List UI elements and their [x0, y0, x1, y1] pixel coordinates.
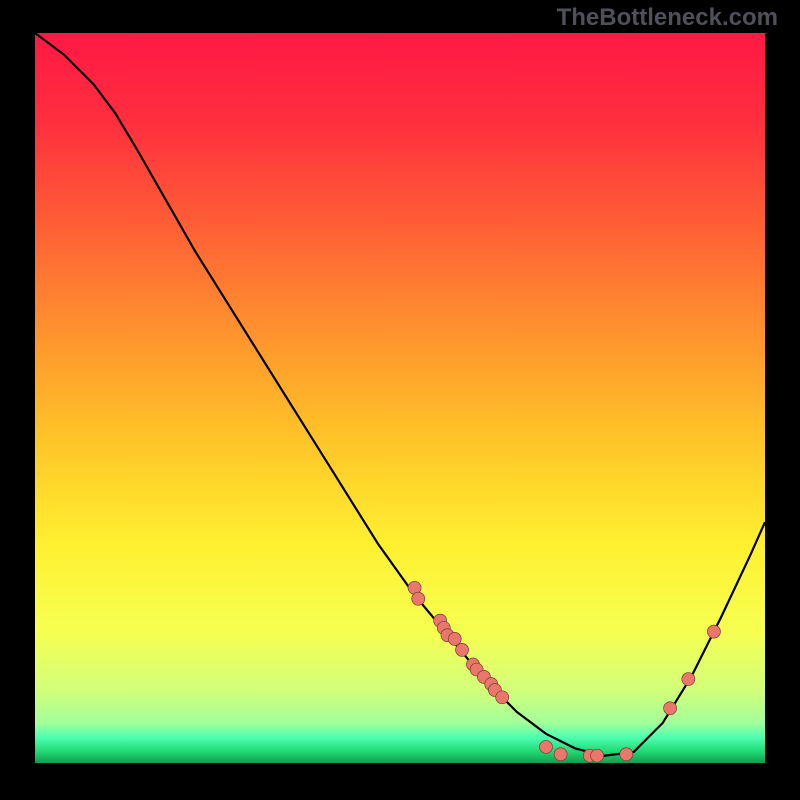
scatter-marker — [682, 673, 695, 686]
plot-svg — [35, 33, 765, 763]
chart-frame: TheBottleneck.com — [0, 0, 800, 800]
gradient-background — [35, 33, 765, 763]
scatter-marker — [664, 702, 677, 715]
scatter-marker — [707, 625, 720, 638]
scatter-marker — [412, 592, 425, 605]
scatter-marker — [554, 748, 567, 761]
scatter-marker — [496, 691, 509, 704]
scatter-marker — [591, 749, 604, 762]
scatter-marker — [448, 632, 461, 645]
scatter-marker — [620, 748, 633, 761]
scatter-marker — [540, 740, 553, 753]
scatter-marker — [456, 643, 469, 656]
watermark-text: TheBottleneck.com — [557, 4, 778, 32]
